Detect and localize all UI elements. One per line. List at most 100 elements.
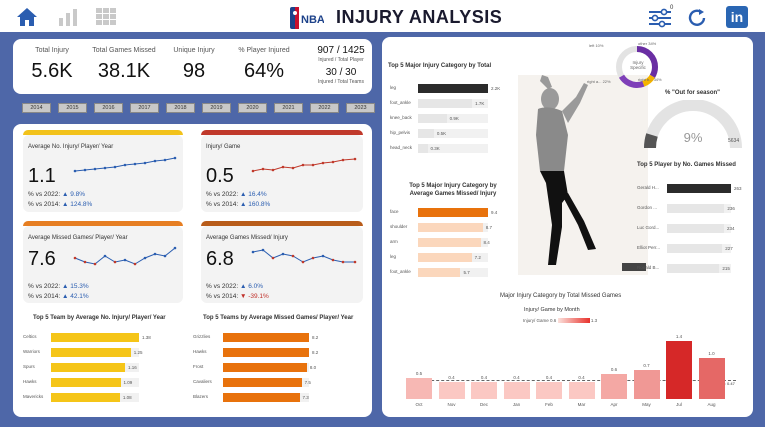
month-axis-label: Oct (415, 402, 423, 407)
compare-value: ▲ 15.3% (61, 283, 89, 290)
kpi-injured-ratio: 907 / 1425 Injured / Total Player 30 / 3… (311, 45, 371, 85)
month-axis-label: Jul (676, 402, 682, 407)
bar-value-label: 1.08 (122, 395, 132, 400)
monthly-legend-label: Injury/ Game (523, 318, 549, 323)
year-button-2016[interactable]: 2016 (94, 103, 123, 113)
month-axis-label: Nov (447, 402, 456, 407)
bar-label: Gerald H... (637, 185, 659, 190)
month-bar[interactable] (601, 374, 627, 399)
card-compare-2014: % vs 2014: ▼ -39.1% (206, 293, 269, 300)
bar-value-label: 7.3 (302, 395, 309, 400)
filter-count-badge: 0 (670, 5, 674, 11)
kpi-value: 98 (182, 60, 206, 82)
bar-label: arm (390, 239, 398, 244)
month-bar[interactable] (406, 378, 432, 399)
kpi-value: 64% (243, 60, 285, 82)
bar[interactable] (223, 363, 307, 372)
gauge-max: 5634 (728, 138, 740, 144)
bar-label: Spurs (23, 364, 35, 369)
card-value: 0.5 (206, 165, 234, 187)
bar[interactable] (418, 114, 447, 123)
bar-row: foot_ankle 1.7K (390, 99, 513, 108)
bar[interactable] (418, 253, 472, 262)
month-bar[interactable] (666, 341, 692, 399)
bar-label: Gordon ... (637, 205, 658, 210)
month-bar[interactable] (698, 357, 725, 399)
bar[interactable] (223, 333, 309, 342)
year-button-2017[interactable]: 2017 (130, 103, 159, 113)
grid-icon[interactable] (96, 8, 116, 26)
month-bar[interactable] (536, 382, 562, 399)
bar[interactable] (418, 208, 488, 217)
month-value-label: 0.4 (480, 375, 488, 381)
kpi-total-injury: Total Injury 5.6K (23, 47, 81, 83)
kpi-panel: Total Injury 5.6K Total Games Missed 38.… (13, 39, 372, 94)
year-button-2020[interactable]: 2020 (238, 103, 267, 113)
bar-chart-icon[interactable] (58, 8, 78, 26)
kpi-label: Total Injury (35, 47, 69, 54)
donut-label-other: other 34% (638, 41, 657, 46)
bar[interactable] (418, 84, 488, 93)
month-bar[interactable] (438, 382, 465, 399)
year-button-2023[interactable]: 2023 (346, 103, 375, 113)
bar[interactable] (667, 224, 724, 233)
card-compare-2014: % vs 2014: ▲ 124.8% (28, 201, 92, 208)
bar-row: Gordon ... 236 (637, 204, 756, 213)
page-title: INJURY ANALYSIS (336, 7, 503, 27)
bar[interactable] (223, 348, 309, 357)
bar-label: Luc Gord... (637, 225, 660, 230)
month-value-label: 0.7 (643, 363, 650, 368)
bar[interactable] (51, 393, 120, 402)
bar[interactable] (51, 348, 131, 357)
bar-value-label: 0.5K (436, 131, 447, 136)
bar[interactable] (418, 238, 481, 247)
bar[interactable] (667, 264, 720, 273)
figure-caption: Major Injury Category by Total Missed Ga… (500, 293, 622, 299)
bar[interactable] (418, 268, 461, 277)
year-button-2018[interactable]: 2018 (166, 103, 195, 113)
kpi-ratio-sub: Injured / Total Player (318, 57, 364, 63)
bar-value-label: 8.4 (483, 240, 490, 245)
year-button-2022[interactable]: 2022 (310, 103, 339, 113)
month-bar[interactable] (633, 370, 660, 399)
bar[interactable] (667, 204, 725, 213)
sparkline-avg-injury (73, 156, 177, 173)
bar-row: Hawks 1.09 (23, 378, 164, 387)
month-bar[interactable] (568, 382, 595, 399)
bar[interactable] (418, 223, 483, 232)
top-bar: NBA INJURY ANALYSIS 0 in (0, 0, 765, 34)
out-for-season-gauge (643, 100, 742, 149)
bar[interactable] (51, 333, 139, 342)
bar-label: leg (390, 85, 397, 90)
month-bar[interactable] (503, 382, 530, 399)
home-icon[interactable] (16, 7, 38, 27)
bar[interactable] (418, 144, 428, 153)
month-bar[interactable] (471, 382, 497, 399)
bar[interactable] (418, 129, 434, 138)
bar[interactable] (667, 244, 723, 253)
bar-label: Mavericks (23, 394, 44, 399)
year-button-2015[interactable]: 2015 (58, 103, 87, 113)
filter-icon[interactable] (648, 8, 672, 28)
bar-row: foot_ankle 5.7 (390, 268, 513, 277)
bar-row: face 9.4 (390, 208, 513, 217)
kpi-label: Unique Injury (173, 47, 215, 54)
card-compare-2022: % vs 2022: ▲ 9.8% (28, 191, 85, 198)
card-accent (23, 130, 183, 135)
bar[interactable] (223, 378, 302, 387)
monthly-legend-gradient (557, 318, 590, 324)
card-value: 6.8 (206, 248, 234, 270)
bar[interactable] (51, 378, 121, 387)
month-axis-label: May (642, 402, 651, 407)
bar[interactable] (51, 363, 125, 372)
year-button-2019[interactable]: 2019 (202, 103, 231, 113)
kpi-value: 5.6K (31, 60, 73, 82)
bar[interactable] (418, 99, 473, 108)
year-button-2014[interactable]: 2014 (22, 103, 51, 113)
refresh-icon[interactable] (686, 7, 708, 29)
bar[interactable] (223, 393, 300, 402)
year-button-2021[interactable]: 2021 (274, 103, 303, 113)
card-accent (23, 221, 183, 226)
bar[interactable] (667, 184, 731, 193)
linkedin-icon[interactable]: in (726, 6, 748, 28)
